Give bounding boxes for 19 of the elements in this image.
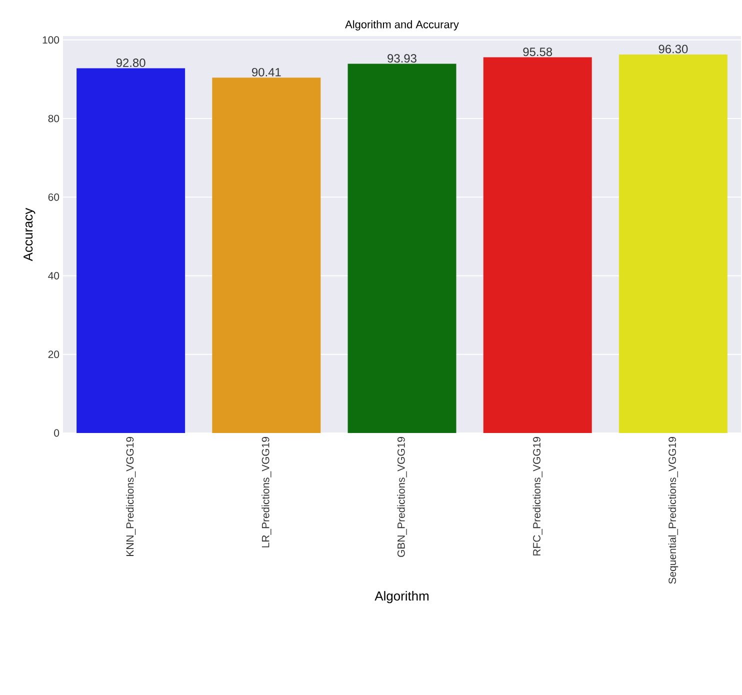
data-label: 95.58 bbox=[523, 48, 552, 56]
y-tick-label: 20 bbox=[48, 350, 60, 358]
data-label: 90.41 bbox=[252, 68, 281, 76]
x-tick-label: Sequential_Predictions_VGG19 bbox=[668, 437, 678, 584]
data-label: 92.80 bbox=[116, 58, 146, 68]
y-axis-title: Accuracy bbox=[24, 208, 36, 262]
x-axis-title: Algorithm bbox=[374, 591, 428, 604]
y-tick-label: 80 bbox=[48, 114, 60, 122]
x-tick-label: RFC_Predictions_VGG19 bbox=[532, 437, 542, 556]
y-tick-label: 40 bbox=[48, 272, 60, 280]
x-tick-label: LR_Predictions_VGG19 bbox=[262, 437, 272, 548]
x-tick-label: GBN_Predictions_VGG19 bbox=[397, 437, 407, 557]
y-tick-label: 0 bbox=[54, 429, 60, 437]
chart-title: Algorithm and Accurary bbox=[345, 20, 459, 30]
data-label: 93.93 bbox=[388, 54, 416, 63]
x-tick-label: KNN_Predictions_VGG19 bbox=[126, 437, 136, 556]
data-label: 96.30 bbox=[658, 44, 688, 54]
y-tick-label: 60 bbox=[48, 193, 60, 201]
y-tick-label: 100 bbox=[42, 36, 60, 44]
